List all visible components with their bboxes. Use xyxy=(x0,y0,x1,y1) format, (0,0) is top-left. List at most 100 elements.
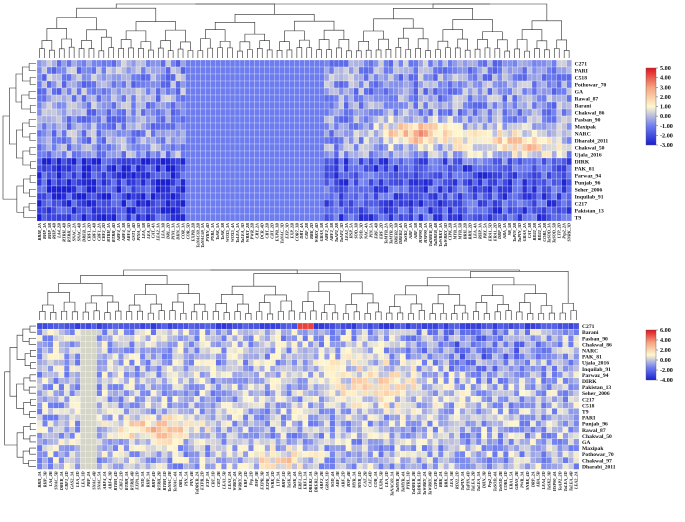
heatmap-cell xyxy=(492,444,498,452)
heatmap-cell xyxy=(36,185,43,194)
heatmap-cell xyxy=(125,87,132,96)
heatmap-cell xyxy=(536,73,543,82)
heatmap-cell xyxy=(204,463,211,470)
heatmap-cell xyxy=(318,396,325,403)
heatmap-cell xyxy=(457,122,463,131)
heatmap-cell xyxy=(313,438,320,446)
heatmap-cell xyxy=(224,129,231,138)
heatmap-cell xyxy=(101,365,108,372)
row-label: Rawal_87 xyxy=(575,97,599,103)
heatmap-cell xyxy=(253,335,260,342)
heatmap-cell xyxy=(358,164,364,173)
heatmap-cell xyxy=(497,377,504,385)
heatmap-cell xyxy=(165,136,171,145)
heatmap-cell xyxy=(254,157,260,166)
heatmap-cell xyxy=(294,59,300,68)
heatmap-cell xyxy=(195,150,201,159)
heatmap-cell xyxy=(418,171,424,180)
heatmap-cell xyxy=(427,101,434,110)
heatmap-cell xyxy=(512,87,518,96)
heatmap-cell xyxy=(307,341,314,348)
heatmap-cell xyxy=(513,402,520,409)
heatmap-cell xyxy=(416,457,422,464)
heatmap-cell xyxy=(481,328,488,336)
heatmap-cell xyxy=(150,136,156,145)
heatmap-cell xyxy=(36,87,43,96)
heatmap-cell xyxy=(166,328,173,336)
heatmap-cell xyxy=(63,353,70,360)
heatmap-cell xyxy=(269,402,276,409)
heatmap-cell xyxy=(551,353,558,360)
heatmap-cell xyxy=(107,341,114,348)
heatmap-cell xyxy=(487,150,493,159)
heatmap-cell xyxy=(492,359,498,366)
heatmap-cell xyxy=(324,322,330,330)
heatmap-cell xyxy=(284,66,290,75)
heatmap-cell xyxy=(356,414,363,421)
heatmap-cell xyxy=(442,87,449,96)
heatmap-cell xyxy=(531,94,538,103)
heatmap-cell xyxy=(383,66,389,75)
heatmap-cell xyxy=(150,122,156,131)
heatmap-cell xyxy=(259,185,265,194)
heatmap-cell xyxy=(135,87,142,96)
heatmap-cell xyxy=(467,122,473,131)
heatmap-cell xyxy=(259,420,265,427)
heatmap-cell xyxy=(492,341,498,348)
heatmap-cell xyxy=(512,199,518,208)
heatmap-cell xyxy=(180,206,186,215)
heatmap-cell xyxy=(487,192,493,201)
heatmap-cell xyxy=(239,171,246,180)
heatmap-cell xyxy=(416,444,422,452)
heatmap-cell xyxy=(497,335,504,342)
heatmap-cell xyxy=(66,87,72,96)
heatmap-cell xyxy=(101,396,108,403)
heatmap-cell xyxy=(541,213,548,222)
heatmap-cell xyxy=(535,371,542,379)
heatmap-cell xyxy=(307,402,314,409)
heatmap-cell xyxy=(561,94,567,103)
heatmap-cell xyxy=(405,371,412,379)
heatmap-cell xyxy=(343,129,350,138)
heatmap-cell xyxy=(530,420,536,427)
heatmap-cell xyxy=(457,129,463,138)
heatmap-cell xyxy=(297,335,303,342)
heatmap-cell xyxy=(242,347,249,354)
heatmap-cell xyxy=(66,115,72,124)
column-label: RHP_5B xyxy=(47,223,52,239)
heatmap-cell xyxy=(200,164,206,173)
heatmap-cell xyxy=(313,450,320,458)
heatmap-cell xyxy=(280,389,287,397)
heatmap-cell xyxy=(91,73,97,82)
heatmap-cell xyxy=(242,457,249,464)
heatmap-cell xyxy=(91,383,97,391)
heatmap-cell xyxy=(546,450,553,458)
heatmap-cell xyxy=(373,150,379,159)
heatmap-cell xyxy=(502,213,508,222)
heatmap-cell xyxy=(530,432,536,440)
heatmap-cell xyxy=(482,185,488,194)
heatmap-cell xyxy=(297,402,303,409)
heatmap-cell xyxy=(111,199,117,208)
heatmap-cell xyxy=(465,450,471,458)
heatmap-cell xyxy=(284,115,290,124)
heatmap-cell xyxy=(134,457,141,464)
heatmap-cell xyxy=(340,359,347,366)
heatmap-cell xyxy=(416,335,422,342)
heatmap-cell xyxy=(551,80,557,89)
heatmap-cell xyxy=(145,164,152,173)
heatmap-cell xyxy=(573,347,580,354)
heatmap-cell xyxy=(80,444,86,452)
heatmap-cell xyxy=(323,129,330,138)
heatmap-cell xyxy=(418,59,424,68)
heatmap-cell xyxy=(286,457,292,464)
heatmap-cell xyxy=(358,87,364,96)
heatmap-cell xyxy=(259,199,265,208)
heatmap-cell xyxy=(129,444,135,452)
heatmap-cell xyxy=(71,157,77,166)
column-label: LEA_5B xyxy=(141,223,146,240)
heatmap-cell xyxy=(507,150,513,159)
heatmap-cell xyxy=(448,444,455,452)
heatmap-cell xyxy=(427,66,434,75)
heatmap-cell xyxy=(175,143,181,152)
